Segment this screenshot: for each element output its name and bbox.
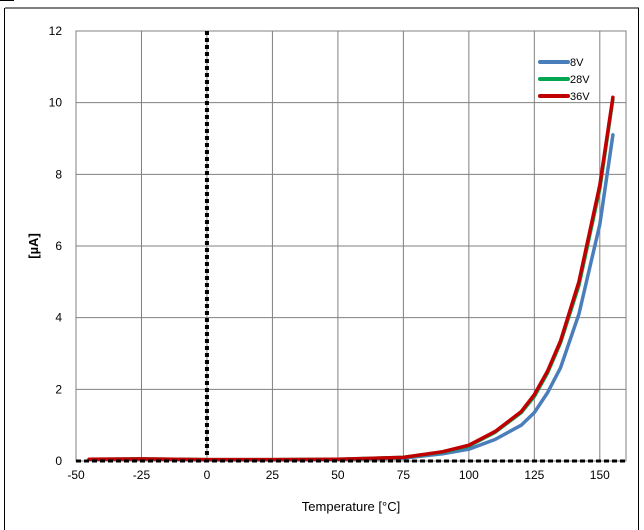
legend: 8V 28V 36V: [538, 57, 590, 103]
grid-horizontal: [76, 30, 626, 462]
x-tick-labels: -50 -25 0 25 50 75 100 125 150: [67, 468, 610, 482]
x-tick-label: 25: [266, 468, 280, 482]
y-tick-labels: 0 2 4 6 8 10 12: [49, 24, 63, 468]
legend-label-36v: 36V: [570, 91, 590, 103]
x-tick-label: -25: [133, 468, 151, 482]
x-tick-label: 125: [524, 468, 544, 482]
x-tick-label: 50: [331, 468, 345, 482]
y-tick-label: 8: [55, 167, 62, 181]
legend-label-8v: 8V: [570, 57, 584, 69]
legend-label-28v: 28V: [570, 74, 590, 86]
x-tick-label: 75: [397, 468, 411, 482]
y-tick-label: 0: [55, 454, 62, 468]
x-tick-label: 150: [590, 468, 610, 482]
x-tick-label: -50: [67, 468, 85, 482]
y-tick-label: 10: [49, 96, 63, 110]
y-axis-title: [µA]: [26, 233, 41, 259]
plot-area: [75, 30, 627, 463]
x-tick-label: 100: [459, 468, 479, 482]
y-tick-label: 6: [55, 239, 62, 253]
x-axis-title: Temperature [°C]: [302, 499, 400, 514]
y-tick-label: 2: [55, 382, 62, 396]
y-tick-label: 12: [49, 24, 63, 38]
x-tick-label: 0: [204, 468, 211, 482]
y-tick-label: 4: [55, 311, 62, 325]
